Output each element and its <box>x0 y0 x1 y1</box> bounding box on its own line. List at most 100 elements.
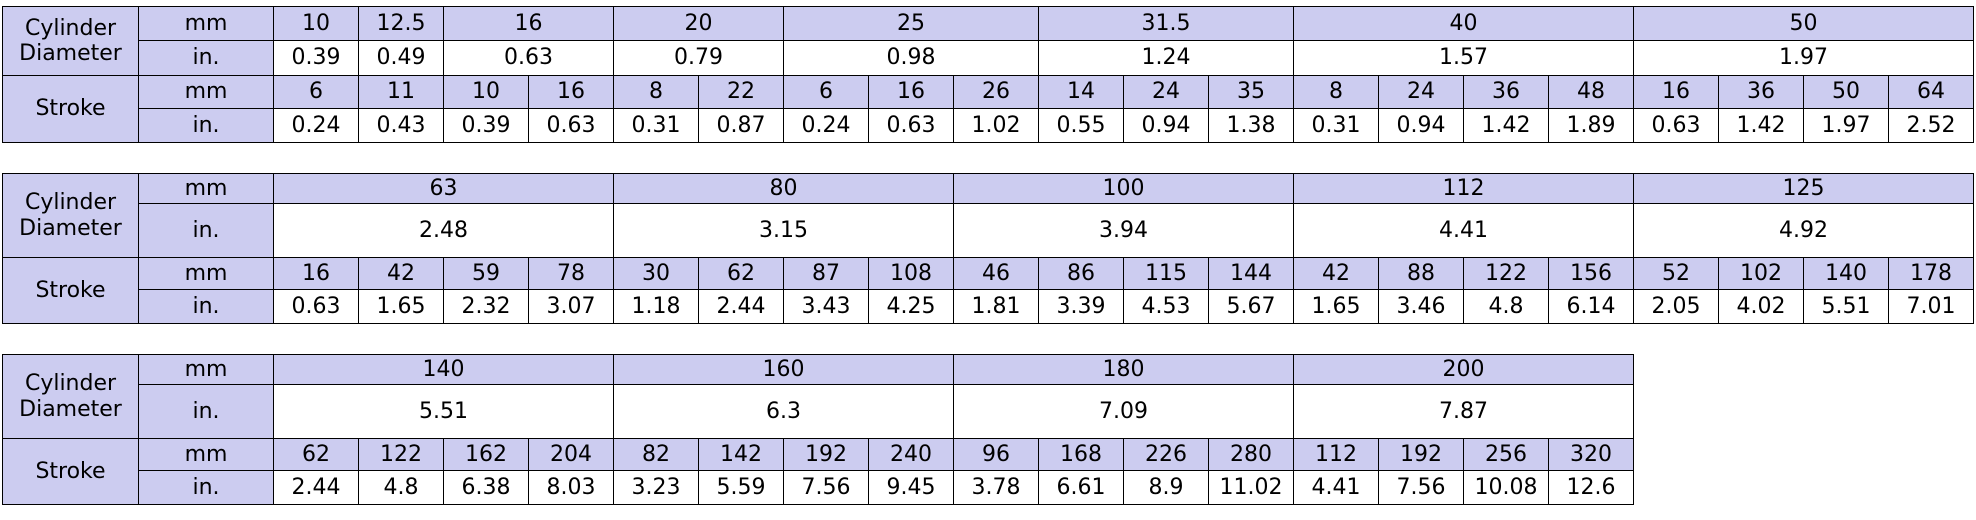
stroke-mm: 162 <box>443 438 529 471</box>
table-row: Cylinder Diameter mm 63 80 100 112 125 <box>2 173 1974 258</box>
stroke-mm: 112 <box>1293 438 1379 471</box>
stroke-in: 3.46 <box>1378 289 1464 324</box>
stroke-mm: 204 <box>528 438 614 471</box>
stroke-mm: 16 <box>528 75 614 109</box>
stroke-in: 6.14 <box>1548 289 1634 324</box>
diameter-mm: 63 <box>273 173 614 204</box>
row-label: Stroke <box>2 257 139 324</box>
stroke-in: 12.6 <box>1548 470 1634 505</box>
diameter-mm: 31.5 <box>1038 6 1295 41</box>
unit-label: in. <box>138 108 274 143</box>
diameter-in: 4.41 <box>1293 203 1634 258</box>
diameter-in: 5.51 <box>273 384 614 439</box>
stroke-mm: 35 <box>1208 75 1295 109</box>
stroke-mm: 16 <box>273 257 359 290</box>
stroke-in: 1.65 <box>1293 289 1379 324</box>
stroke-in: 4.41 <box>1293 470 1379 505</box>
stroke-mm: 14 <box>1038 75 1125 109</box>
stroke-in: 3.43 <box>783 289 869 324</box>
stroke-mm: 50 <box>1803 75 1890 109</box>
stroke-mm: 144 <box>1208 257 1294 290</box>
diameter-in: 0.49 <box>358 40 444 76</box>
spec-table: Cylinder Diameter mm 63 80 100 112 125 in. 2.48 3… <box>2 173 1974 324</box>
stroke-mm: 108 <box>868 257 954 290</box>
stroke-mm: 142 <box>698 438 784 471</box>
stroke-in: 3.23 <box>613 470 699 505</box>
stroke-mm: 168 <box>1038 438 1124 471</box>
stroke-mm: 42 <box>1293 257 1379 290</box>
stroke-in: 5.51 <box>1803 289 1889 324</box>
diameter-in: 7.09 <box>953 384 1294 439</box>
stroke-in: 3.39 <box>1038 289 1124 324</box>
stroke-in: 0.63 <box>868 108 954 143</box>
row-label: Stroke <box>2 438 139 505</box>
stroke-mm: 8 <box>613 75 699 109</box>
stroke-in: 7.56 <box>1378 470 1464 505</box>
diameter-mm: 125 <box>1633 173 1974 204</box>
stroke-mm: 122 <box>358 438 444 471</box>
stroke-in: 6.38 <box>443 470 529 505</box>
stroke-in: 4.8 <box>1463 289 1549 324</box>
diameter-in: 4.92 <box>1633 203 1974 258</box>
unit-label: in. <box>138 40 274 76</box>
stroke-in: 1.42 <box>1718 108 1805 143</box>
diameter-mm: 10 <box>273 6 359 41</box>
stroke-mm: 30 <box>613 257 699 290</box>
stroke-mm: 64 <box>1888 75 1975 109</box>
unit-label: mm <box>138 438 274 471</box>
diameter-in: 1.57 <box>1293 40 1635 76</box>
stroke-mm: 26 <box>952 75 1040 109</box>
stroke-mm: 46 <box>953 257 1039 290</box>
stroke-in: 0.63 <box>1633 108 1720 143</box>
stroke-in: 3.07 <box>528 289 614 324</box>
stroke-mm: 280 <box>1208 438 1294 471</box>
table-row: Cylinder Diameter mm 140 160 180 200 <box>2 354 1634 439</box>
stroke-mm: 88 <box>1378 257 1464 290</box>
unit-label: mm <box>138 6 274 41</box>
stroke-in: 0.39 <box>443 108 529 143</box>
stroke-in: 0.43 <box>358 108 444 143</box>
stroke-mm: 240 <box>868 438 954 471</box>
stroke-mm: 16 <box>868 75 954 109</box>
diameter-mm: 25 <box>782 6 1040 41</box>
stroke-mm: 87 <box>783 257 869 290</box>
stroke-in: 1.81 <box>953 289 1039 324</box>
stroke-mm: 156 <box>1548 257 1634 290</box>
stroke-mm: 102 <box>1718 257 1804 290</box>
stroke-in: 4.25 <box>868 289 954 324</box>
stroke-mm: 256 <box>1463 438 1549 471</box>
stroke-mm: 10 <box>443 75 529 109</box>
stroke-in: 0.63 <box>273 289 359 324</box>
stroke-in: 7.01 <box>1888 289 1974 324</box>
stroke-in: 0.94 <box>1123 108 1210 143</box>
diameter-in: 1.24 <box>1038 40 1295 76</box>
diameter-in: 7.87 <box>1293 384 1634 439</box>
diameter-in: 0.79 <box>613 40 784 76</box>
unit-label: in. <box>138 470 274 505</box>
stroke-mm: 192 <box>783 438 869 471</box>
stroke-mm: 16 <box>1633 75 1720 109</box>
diameter-mm: 140 <box>273 354 614 385</box>
stroke-in: 4.02 <box>1718 289 1804 324</box>
unit-label: mm <box>138 173 274 204</box>
stroke-in: 4.8 <box>358 470 444 505</box>
diameter-mm: 112 <box>1293 173 1634 204</box>
diameter-mm: 50 <box>1633 6 1975 41</box>
diameter-in: 2.48 <box>273 203 614 258</box>
stroke-in: 2.05 <box>1633 289 1719 324</box>
diameter-mm: 200 <box>1293 354 1634 385</box>
row-label: Stroke <box>2 75 139 143</box>
stroke-mm: 6 <box>273 75 359 109</box>
stroke-in: 1.97 <box>1803 108 1890 143</box>
stroke-mm: 226 <box>1123 438 1209 471</box>
table-row: Stroke mm 62 122 162 204 82 142 192 240 96 168 226 28… <box>2 438 1634 505</box>
spec-table: Cylinder Diameter mm 140 160 180 200 in. 5.51 6.… <box>2 354 1634 505</box>
stroke-in: 10.08 <box>1463 470 1549 505</box>
stroke-mm: 82 <box>613 438 699 471</box>
table-row: Cylinder Diameter mm 10 12.5 16 20 25 31.5 40 50 <box>2 6 1975 76</box>
stroke-in: 1.89 <box>1548 108 1635 143</box>
stroke-in: 1.18 <box>613 289 699 324</box>
stroke-in: 8.9 <box>1123 470 1209 505</box>
stroke-mm: 8 <box>1293 75 1380 109</box>
stroke-in: 0.87 <box>698 108 784 143</box>
